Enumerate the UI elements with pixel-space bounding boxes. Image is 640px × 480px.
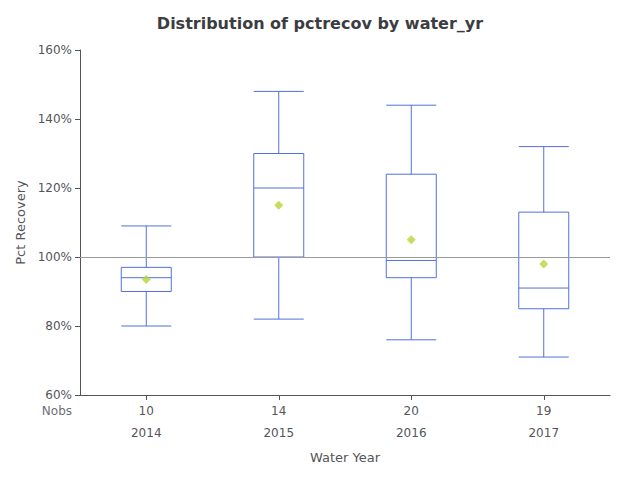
svg-text:2016: 2016 bbox=[396, 426, 427, 440]
svg-text:2015: 2015 bbox=[263, 426, 294, 440]
svg-text:2014: 2014 bbox=[131, 426, 162, 440]
svg-text:Pct Recovery: Pct Recovery bbox=[13, 180, 28, 265]
svg-text:19: 19 bbox=[536, 404, 551, 418]
svg-text:20: 20 bbox=[404, 404, 419, 418]
svg-text:2017: 2017 bbox=[528, 426, 559, 440]
svg-text:60%: 60% bbox=[45, 388, 72, 402]
svg-text:100%: 100% bbox=[38, 250, 72, 264]
svg-text:80%: 80% bbox=[45, 319, 72, 333]
svg-text:10: 10 bbox=[139, 404, 154, 418]
svg-text:14: 14 bbox=[271, 404, 286, 418]
svg-text:160%: 160% bbox=[38, 43, 72, 57]
svg-text:Distribution of pctrecov by wa: Distribution of pctrecov by water_yr bbox=[157, 14, 483, 33]
svg-text:Water Year: Water Year bbox=[310, 450, 381, 465]
svg-text:140%: 140% bbox=[38, 112, 72, 126]
svg-text:Nobs: Nobs bbox=[42, 404, 72, 418]
svg-text:120%: 120% bbox=[38, 181, 72, 195]
